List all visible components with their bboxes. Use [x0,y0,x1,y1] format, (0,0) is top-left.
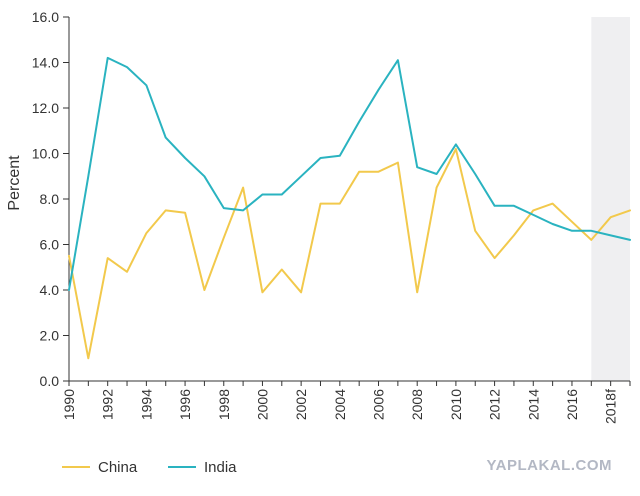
x-tick-label: 1998 [216,389,232,420]
x-tick-label: 2002 [293,389,309,420]
x-tick-label: 2000 [254,389,270,420]
legend-label-china: China [98,459,138,476]
watermark: YAPLAKAL.COM [487,457,612,474]
x-axis-ticks: 1990 1992 1994 1996 1998 2000 2002 2004 2006 2008… [61,381,631,424]
series-lines [68,56,631,360]
legend: China India [62,459,237,476]
y-tick-label: 2.0 [40,328,60,344]
x-tick-label: 1990 [61,389,77,420]
x-tick-label: 1994 [138,389,154,420]
x-tick-label: 2016 [564,389,580,420]
x-tick-label: 1992 [100,389,116,420]
x-tick-label: 2006 [371,389,387,420]
y-tick-label: 6.0 [40,237,60,253]
x-tick-label: 2010 [448,389,464,420]
y-tick-label: 10.0 [32,146,59,162]
y-tick-label: 14.0 [32,55,59,71]
x-tick-label: 2018f [603,389,619,424]
y-tick-label: 16.0 [32,9,59,25]
series-line-china [68,148,631,360]
forecast-shading [591,17,630,381]
x-tick-label: 2004 [332,389,348,420]
y-tick-label: 12.0 [32,100,59,116]
y-tick-label: 4.0 [40,282,60,298]
y-tick-label: 8.0 [40,191,60,207]
y-axis-ticks: 0.0 2.0 4.0 6.0 8.0 10.0 12.0 14.0 16.0 [32,9,69,389]
x-tick-label: 2008 [409,389,425,420]
x-tick-label: 2014 [525,389,541,420]
axes [68,17,630,382]
x-tick-label: 1996 [177,389,193,420]
y-tick-label: 0.0 [40,373,60,389]
x-tick-label: 2012 [487,389,503,420]
legend-label-india: India [204,459,237,476]
y-axis-label: Percent [6,155,23,211]
series-line-india [68,56,631,291]
